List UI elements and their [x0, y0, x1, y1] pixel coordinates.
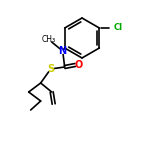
Text: S: S [47, 64, 54, 74]
Text: O: O [75, 60, 83, 70]
Text: Cl: Cl [113, 24, 122, 33]
Text: N: N [59, 46, 67, 56]
Text: CH₃: CH₃ [42, 36, 56, 45]
